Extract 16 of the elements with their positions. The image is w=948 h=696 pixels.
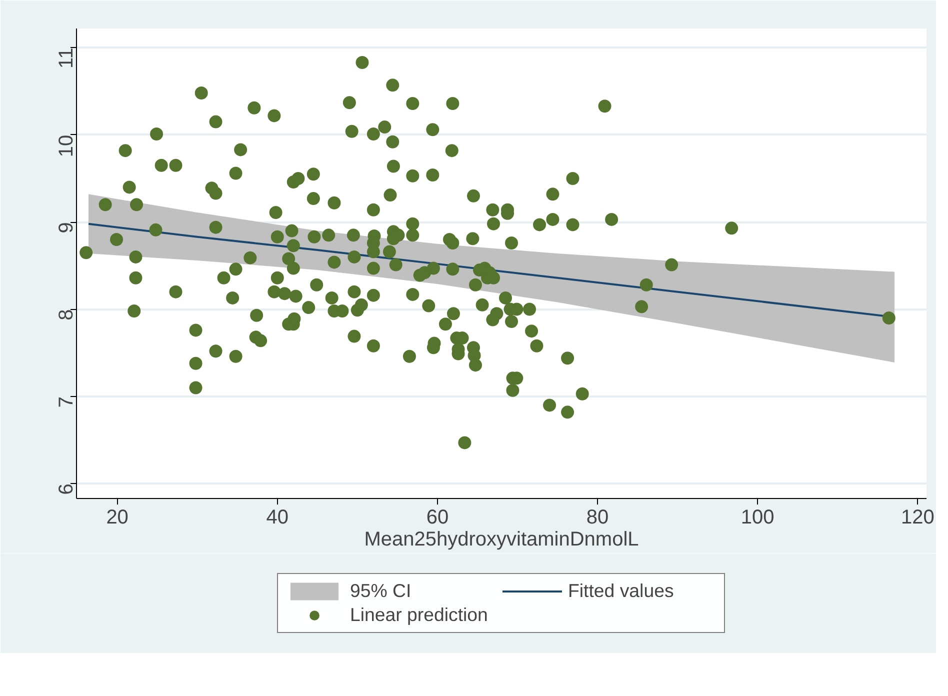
x-tick-label: 100 — [740, 506, 774, 528]
x-tick-label: 40 — [266, 506, 289, 528]
x-tick-label: 20 — [106, 506, 128, 528]
x-axis-title: Mean25hydroxyvitaminDnmolL — [364, 528, 639, 550]
x-tick-label: 60 — [426, 506, 449, 528]
y-tick-label: 7 — [56, 396, 78, 408]
y-tick-label: 6 — [56, 484, 78, 495]
x-tick-label: 80 — [586, 506, 609, 528]
legend-label: Fitted values — [568, 580, 675, 602]
x-tick-label: 120 — [901, 506, 934, 528]
y-tick-label: 11 — [56, 48, 78, 68]
y-tick-label: 10 — [56, 134, 78, 158]
legend-label: Linear prediction — [350, 604, 489, 626]
y-tick-label: 9 — [56, 222, 78, 234]
y-tick-label: 8 — [56, 309, 78, 320]
legend-label: 95% CI — [350, 580, 412, 602]
